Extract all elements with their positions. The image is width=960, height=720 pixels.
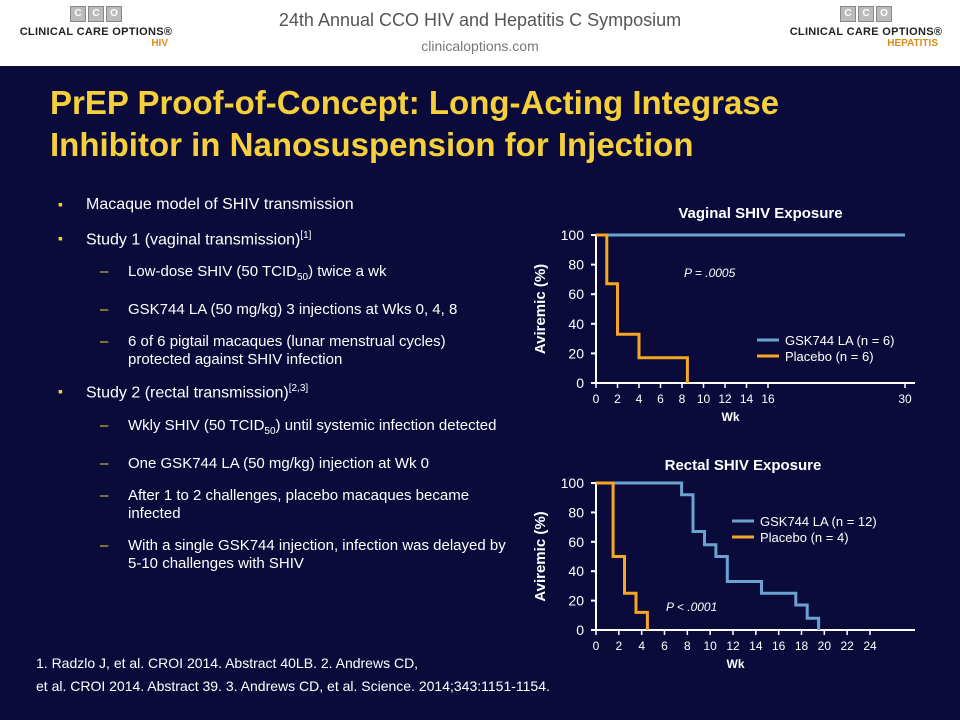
x-tick-label: 0 bbox=[593, 639, 600, 653]
x-tick-label: 12 bbox=[726, 639, 740, 653]
x-axis-label: Wk bbox=[722, 410, 740, 424]
logo-letter: C bbox=[70, 6, 86, 22]
bullet-list: Macaque model of SHIV transmission Study… bbox=[52, 196, 512, 573]
sub-bullet-text: Wkly SHIV (50 TCID bbox=[128, 416, 265, 434]
bullet-text: Study 1 (vaginal transmission) bbox=[86, 231, 301, 249]
bullet-item: Study 2 (rectal transmission)[2,3] bbox=[52, 383, 512, 402]
series-line-1 bbox=[596, 233, 689, 383]
chart-title: Vaginal SHIV Exposure bbox=[678, 205, 842, 222]
header-bar: C C O CLINICAL CARE OPTIONS® HIV 24th An… bbox=[0, 0, 960, 66]
logo-letter: O bbox=[106, 6, 122, 22]
y-tick-label: 80 bbox=[568, 257, 584, 273]
slide-title-line2: Inhibitor in Nanosuspension for Injectio… bbox=[50, 126, 694, 163]
x-tick-label: 16 bbox=[761, 392, 775, 406]
reference-line: et al. CROI 2014. Abstract 39. 3. Andrew… bbox=[36, 678, 550, 694]
sub-bullet-subscript: 50 bbox=[264, 425, 276, 437]
references: 1. Radzlo J, et al. CROI 2014. Abstract … bbox=[36, 652, 756, 698]
slide-title-line1: PrEP Proof-of-Concept: Long-Acting Integ… bbox=[50, 84, 780, 121]
sub-bullet-text: One GSK744 LA (50 mg/kg) injection at Wk… bbox=[128, 454, 429, 472]
sub-bullet-item: Wkly SHIV (50 TCID50) until systemic inf… bbox=[52, 417, 512, 441]
legend-entry: Placebo (n = 6) bbox=[785, 349, 874, 364]
site-url: clinicaloptions.com bbox=[421, 38, 539, 54]
reference-line: 1. Radzlo J, et al. CROI 2014. Abstract … bbox=[36, 655, 419, 671]
x-tick-label: 10 bbox=[703, 639, 717, 653]
logo-sub: HIV bbox=[151, 38, 168, 49]
chart-title: Rectal SHIV Exposure bbox=[665, 457, 822, 474]
x-tick-label: 30 bbox=[898, 392, 912, 406]
y-tick-label: 100 bbox=[561, 227, 585, 243]
logo-letter: O bbox=[876, 6, 892, 22]
sub-bullet-item: Low-dose SHIV (50 TCID50) twice a wk bbox=[52, 263, 512, 287]
sub-bullet-text: GSK744 LA (50 mg/kg) 3 injections at Wks… bbox=[128, 301, 458, 319]
sub-bullet-item: GSK744 LA (50 mg/kg) 3 injections at Wks… bbox=[52, 301, 512, 319]
sub-bullet-text: After 1 to 2 challenges, placebo macaque… bbox=[128, 486, 470, 522]
logo-letter: C bbox=[858, 6, 874, 22]
x-tick-label: 6 bbox=[661, 639, 668, 653]
x-tick-label: 2 bbox=[614, 392, 621, 406]
x-tick-label: 4 bbox=[638, 639, 645, 653]
series-line-1 bbox=[596, 481, 649, 630]
sub-bullet-text: ) until systemic infection detected bbox=[275, 416, 497, 434]
y-axis-label: Aviremic (%) bbox=[532, 511, 549, 601]
bullet-item: Macaque model of SHIV transmission bbox=[52, 196, 512, 214]
x-tick-label: 14 bbox=[749, 639, 763, 653]
y-tick-label: 0 bbox=[576, 375, 584, 391]
bullet-ref: [1] bbox=[300, 230, 312, 241]
x-tick-label: 16 bbox=[772, 639, 786, 653]
y-tick-label: 60 bbox=[568, 534, 584, 550]
sub-bullet-text: Low-dose SHIV (50 TCID bbox=[128, 263, 297, 281]
y-axis-label: Aviremic (%) bbox=[532, 264, 549, 354]
logo-text: CLINICAL CARE OPTIONS® bbox=[789, 26, 943, 38]
symposium-title: 24th Annual CCO HIV and Hepatitis C Symp… bbox=[278, 10, 682, 30]
x-tick-label: 20 bbox=[818, 639, 832, 653]
x-tick-label: 10 bbox=[697, 392, 711, 406]
x-tick-label: 6 bbox=[657, 392, 664, 406]
sub-bullet-item: After 1 to 2 challenges, placebo macaque… bbox=[52, 487, 512, 523]
bullet-item: Study 1 (vaginal transmission)[1] bbox=[52, 230, 512, 249]
y-tick-label: 20 bbox=[568, 593, 584, 609]
x-tick-label: 0 bbox=[593, 392, 600, 406]
logo-letter: C bbox=[840, 6, 856, 22]
series-line-0 bbox=[596, 481, 821, 630]
slide-title: PrEP Proof-of-Concept: Long-Acting Integ… bbox=[50, 82, 930, 166]
y-tick-label: 80 bbox=[568, 504, 584, 520]
bullet-text: Macaque model of SHIV transmission bbox=[86, 196, 354, 213]
cco-hiv-logo: C C O CLINICAL CARE OPTIONS® HIV bbox=[16, 6, 176, 49]
x-tick-label: 12 bbox=[718, 392, 732, 406]
x-tick-label: 4 bbox=[636, 392, 643, 406]
legend-entry: GSK744 LA (n = 12) bbox=[760, 514, 877, 529]
x-tick-label: 24 bbox=[863, 639, 877, 653]
p-value-annotation: P = .0005 bbox=[684, 266, 736, 280]
sub-bullet-text: With a single GSK744 injection, infectio… bbox=[128, 536, 506, 572]
p-value-annotation: P < .0001 bbox=[666, 600, 717, 614]
x-tick-label: 2 bbox=[615, 639, 622, 653]
y-tick-label: 40 bbox=[568, 316, 584, 332]
y-tick-label: 40 bbox=[568, 563, 584, 579]
x-tick-label: 14 bbox=[740, 392, 754, 406]
x-tick-label: 18 bbox=[795, 639, 809, 653]
legend-entry: GSK744 LA (n = 6) bbox=[785, 333, 894, 348]
bullet-text: Study 2 (rectal transmission) bbox=[86, 384, 289, 402]
bullet-ref: [2,3] bbox=[288, 383, 309, 395]
sub-bullet-text: 6 of 6 pigtail macaques (lunar menstrual… bbox=[128, 333, 446, 369]
logo-letter: C bbox=[88, 6, 104, 22]
legend-entry: Placebo (n = 4) bbox=[760, 530, 849, 545]
cco-hepatitis-logo: C C O CLINICAL CARE OPTIONS® HEPATITIS bbox=[786, 6, 946, 49]
x-tick-label: 8 bbox=[679, 392, 686, 406]
x-tick-label: 8 bbox=[684, 639, 691, 653]
sub-bullet-item: With a single GSK744 injection, infectio… bbox=[52, 537, 512, 573]
x-axis-label: Wk bbox=[727, 657, 745, 671]
sub-bullet-text: ) twice a wk bbox=[308, 263, 387, 281]
sub-bullet-item: 6 of 6 pigtail macaques (lunar menstrual… bbox=[52, 333, 512, 369]
logo-sub: HEPATITIS bbox=[887, 38, 938, 49]
sub-bullet-item: One GSK744 LA (50 mg/kg) injection at Wk… bbox=[52, 455, 512, 473]
y-tick-label: 20 bbox=[568, 345, 584, 361]
logo-text: CLINICAL CARE OPTIONS® bbox=[19, 26, 173, 38]
sub-bullet-subscript: 50 bbox=[296, 272, 309, 284]
y-tick-label: 100 bbox=[561, 475, 585, 491]
x-tick-label: 22 bbox=[840, 639, 854, 653]
y-tick-label: 60 bbox=[568, 286, 584, 302]
y-tick-label: 0 bbox=[576, 622, 584, 638]
